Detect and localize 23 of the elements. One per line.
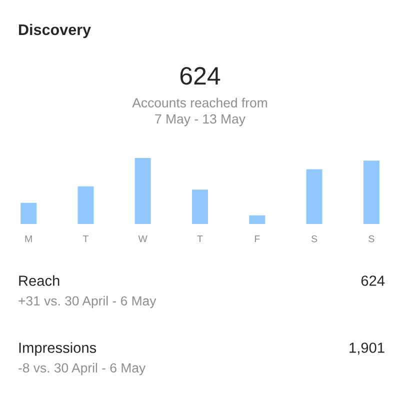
x-tick-label: T [82, 235, 88, 242]
text: Reach [19, 275, 60, 286]
bar [78, 186, 94, 224]
text: Accounts reached from 7 May - 13 May [132, 98, 267, 126]
text: Impressions [19, 342, 96, 356]
x-tick-label: S [368, 235, 374, 242]
text: 1,901 [350, 342, 384, 355]
text: +31 vs. 30 April - 6 May [18, 296, 156, 308]
x-tick-label: S [311, 235, 318, 242]
text: 624 [180, 67, 220, 85]
x-tick-label: M [25, 235, 32, 242]
bar [134, 158, 151, 224]
chart-title: Discovery [19, 24, 91, 38]
bar [363, 160, 380, 224]
text: 624 [361, 276, 385, 286]
x-tick-label: F [254, 235, 260, 242]
bar [306, 169, 322, 224]
x-tick-label: T [197, 235, 203, 242]
bar [249, 215, 266, 224]
bar [192, 190, 208, 224]
bar [20, 202, 37, 224]
text: -8 vs. 30 April - 6 May [18, 362, 146, 376]
x-tick-label: W [138, 235, 148, 242]
